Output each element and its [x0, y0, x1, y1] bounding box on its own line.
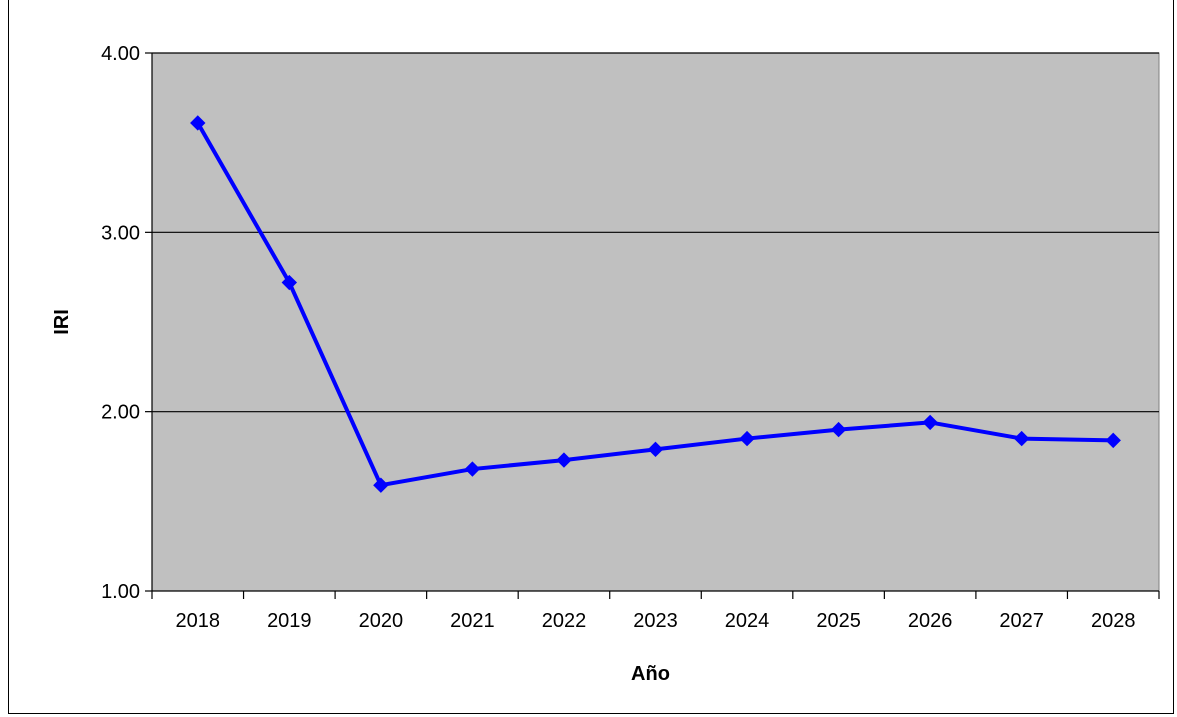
gridlines	[152, 52, 1159, 413]
data-point-marker	[830, 421, 847, 438]
x-axis-ticks: 2018 2019 2020 2021 2022 2023 2024 2025 2026 2027…	[151, 591, 1160, 632]
x-tick-label: 2026	[908, 610, 953, 632]
y-tick-label: 2.00	[101, 402, 140, 424]
series-markers	[190, 115, 1121, 493]
x-tick-label: 2024	[725, 610, 770, 632]
data-point-marker	[647, 441, 664, 458]
y-axis-ticks: 1.00 2.00 3.00 4.00	[101, 43, 152, 603]
y-tick-label: 3.00	[101, 222, 140, 244]
data-point-marker	[190, 115, 206, 131]
x-tick-label: 2021	[450, 610, 495, 632]
y-tick-label: 4.00	[101, 43, 140, 65]
x-tick-label: 2023	[633, 610, 678, 632]
x-tick-label: 2022	[542, 610, 587, 632]
x-tick-label: 2019	[267, 610, 312, 632]
x-tick-label: 2027	[999, 610, 1044, 632]
x-tick-label: 2018	[176, 610, 221, 632]
x-tick-label: 2025	[816, 610, 861, 632]
x-tick-label: 2028	[1091, 610, 1136, 632]
data-point-marker	[556, 452, 572, 468]
data-point-marker	[373, 477, 389, 493]
data-point-marker	[281, 274, 298, 291]
x-tick-label: 2020	[359, 610, 404, 632]
y-axis-title: IRI	[51, 309, 73, 335]
x-axis-title: Año	[631, 663, 670, 685]
axes	[151, 53, 1159, 592]
y-tick-label: 1.00	[101, 581, 140, 603]
data-point-marker	[922, 414, 938, 431]
data-point-marker	[464, 461, 481, 477]
data-point-marker	[739, 430, 755, 447]
data-point-marker	[1105, 432, 1121, 449]
plot-area	[151, 52, 1160, 592]
data-point-marker	[1013, 430, 1030, 447]
